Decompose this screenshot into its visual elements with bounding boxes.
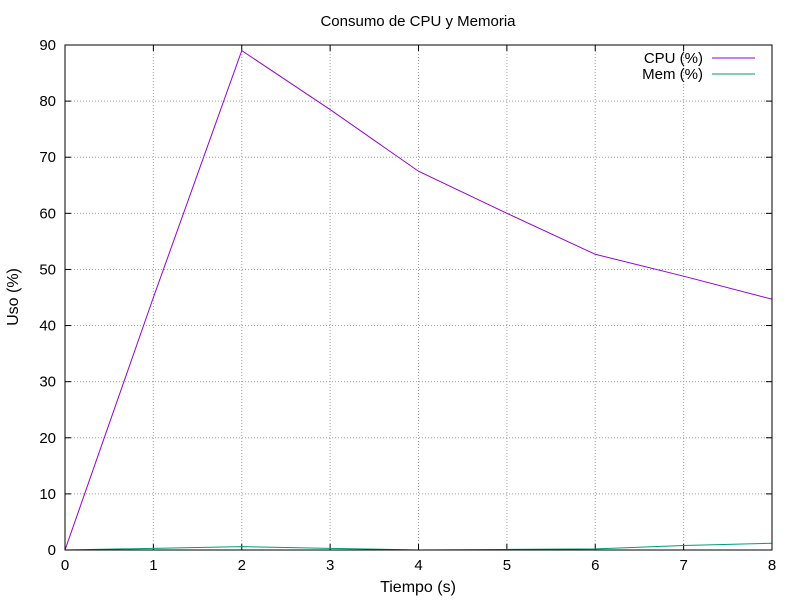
x-tick-label: 2 xyxy=(238,557,246,574)
y-axis-label: Uso (%) xyxy=(5,268,22,326)
plot-frame xyxy=(64,44,773,551)
y-tick-label: 10 xyxy=(39,486,56,503)
legend-label: CPU (%) xyxy=(644,50,703,67)
y-tick-label: 40 xyxy=(39,318,56,335)
x-tick-label: 4 xyxy=(414,557,422,574)
y-tick-label: 70 xyxy=(39,149,56,166)
grid-lines xyxy=(65,45,772,550)
x-tick-label: 6 xyxy=(591,557,599,574)
x-axis-label: Tiempo (s) xyxy=(380,579,456,596)
x-tick-label: 7 xyxy=(679,557,687,574)
chart-title: Consumo de CPU y Memoria xyxy=(320,13,516,30)
legend: CPU (%)Mem (%) xyxy=(642,50,755,83)
y-tick-label: 90 xyxy=(39,37,56,54)
y-tick-label: 80 xyxy=(39,93,56,110)
y-tick-label: 60 xyxy=(39,205,56,222)
x-tick-label: 3 xyxy=(326,557,334,574)
x-tick-label: 8 xyxy=(768,557,776,574)
y-tick-label: 20 xyxy=(39,430,56,447)
x-tick-label: 5 xyxy=(503,557,511,574)
x-tick-label: 0 xyxy=(61,557,69,574)
y-tick-label: 0 xyxy=(48,542,56,559)
y-tick-label: 30 xyxy=(39,374,56,391)
y-tick-label: 50 xyxy=(39,261,56,278)
x-tick-label: 1 xyxy=(149,557,157,574)
series-line-0 xyxy=(64,49,773,551)
legend-label: Mem (%) xyxy=(642,66,703,83)
